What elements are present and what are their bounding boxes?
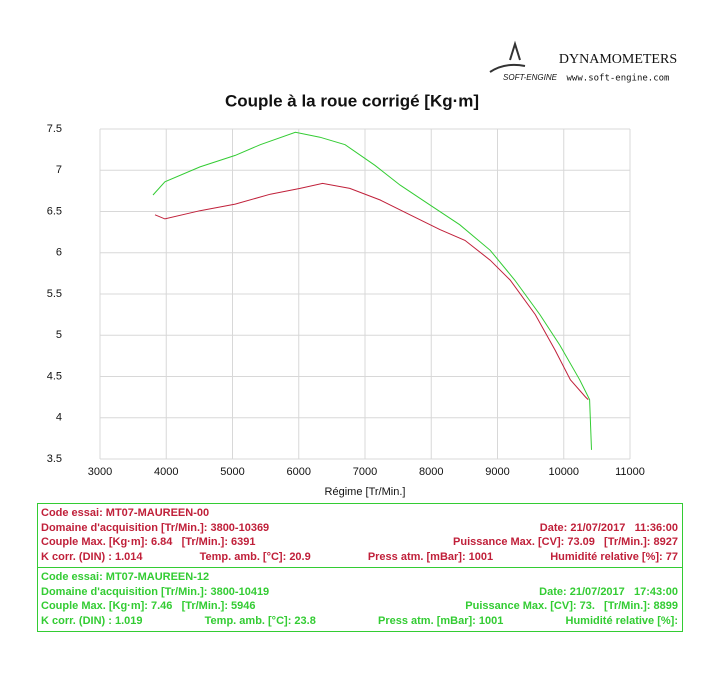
y-tick-label: 4.5 <box>47 370 62 382</box>
x-tick-label: 10000 <box>548 466 579 478</box>
y-tick-label: 7 <box>56 164 62 176</box>
y-tick-label: 5 <box>56 329 62 341</box>
series-line <box>154 182 589 400</box>
info-cell: Domaine d'acquisition [Tr/Min.]: 3800-10… <box>41 585 270 598</box>
chart: DYNAMOMETERS www.soft-engine.com SOFT-EN… <box>47 40 677 498</box>
x-tick-label: 6000 <box>287 466 311 478</box>
x-tick-label: 8000 <box>419 466 443 478</box>
info-cell: Code essai: MT07-MAUREEN-00 <box>41 507 210 519</box>
info-cell: Date: 21/07/2017 17:43:00 <box>539 585 678 598</box>
info-panels: Code essai: MT07-MAUREEN-00 Domaine d'acq… <box>37 503 683 632</box>
y-tick-label: 6.5 <box>47 205 62 217</box>
info-cell: Press atm. [mBar]: 1001 <box>378 614 504 627</box>
info-cell: Temp. amb. [°C]: 23.8 <box>204 614 316 627</box>
info-cell: K corr. (DIN) : 1.019 <box>41 614 143 627</box>
info-cell: Code essai: MT07-MAUREEN-12 <box>41 571 210 583</box>
info-cell: Puissance Max. [CV]: 73. [Tr/Min.]: 8899 <box>465 600 678 612</box>
logo-icon <box>489 40 526 73</box>
info-panel: Code essai: MT07-MAUREEN-00 Domaine d'acq… <box>38 504 682 567</box>
info-cell: K corr. (DIN) : 1.014 <box>41 550 143 563</box>
info-cell: Couple Max. [Kg·m]: 7.46 [Tr/Min.]: 5946 <box>41 600 256 612</box>
x-tick-label: 9000 <box>485 466 509 478</box>
x-tick-label: 5000 <box>220 466 244 478</box>
x-tick-label: 7000 <box>353 466 377 478</box>
y-tick-label: 5.5 <box>47 288 62 300</box>
info-cell: Date: 21/07/2017 11:36:00 <box>539 521 678 534</box>
info-panel: Code essai: MT07-MAUREEN-12 Domaine d'acq… <box>38 567 682 631</box>
info-row: Couple Max. [Kg·m]: 6.84 [Tr/Min.]: 6391… <box>41 535 678 550</box>
info-cell: Humidité relative [%]: <box>565 614 678 627</box>
x-tick-label: 3000 <box>88 466 112 478</box>
info-cell: Domaine d'acquisition [Tr/Min.]: 3800-10… <box>41 521 270 534</box>
info-cell: Humidité relative [%]: 77 <box>550 550 678 563</box>
logo-mark: SOFT-ENGINE <box>503 73 558 82</box>
x-tick-label: 4000 <box>154 466 178 478</box>
info-row: Domaine d'acquisition [Tr/Min.]: 3800-10… <box>41 521 678 536</box>
info-row: Couple Max. [Kg·m]: 7.46 [Tr/Min.]: 5946… <box>41 599 678 614</box>
y-tick-label: 6 <box>56 247 62 259</box>
y-tick-label: 4 <box>56 412 62 424</box>
y-tick-label: 3.5 <box>47 453 62 465</box>
info-row: Domaine d'acquisition [Tr/Min.]: 3800-10… <box>41 585 678 600</box>
info-cell: Puissance Max. [CV]: 73.09 [Tr/Min.]: 89… <box>453 536 678 548</box>
x-tick-label: 11000 <box>615 466 645 478</box>
info-cell: Couple Max. [Kg·m]: 6.84 [Tr/Min.]: 6391 <box>41 536 256 548</box>
chart-title: Couple à la roue corrigé [Kg·m] <box>225 91 479 110</box>
info-cell: Press atm. [mBar]: 1001 <box>367 550 494 563</box>
logo-url: www.soft-engine.com <box>567 74 670 84</box>
series-line <box>152 131 592 450</box>
info-cell: Temp. amb. [°C]: 20.9 <box>199 550 311 563</box>
info-row: K corr. (DIN) : 1.019 Temp. amb. [°C]: 23… <box>41 614 678 629</box>
info-row: K corr. (DIN) : 1.014 Temp. amb. [°C]: 20… <box>41 550 678 565</box>
x-axis-label: Régime [Tr/Min.] <box>325 486 406 498</box>
info-row: Code essai: MT07-MAUREEN-00 <box>41 506 678 521</box>
y-tick-label: 7.5 <box>47 123 62 135</box>
info-row: Code essai: MT07-MAUREEN-12 <box>41 570 678 585</box>
logo-brand: DYNAMOMETERS <box>559 52 677 67</box>
